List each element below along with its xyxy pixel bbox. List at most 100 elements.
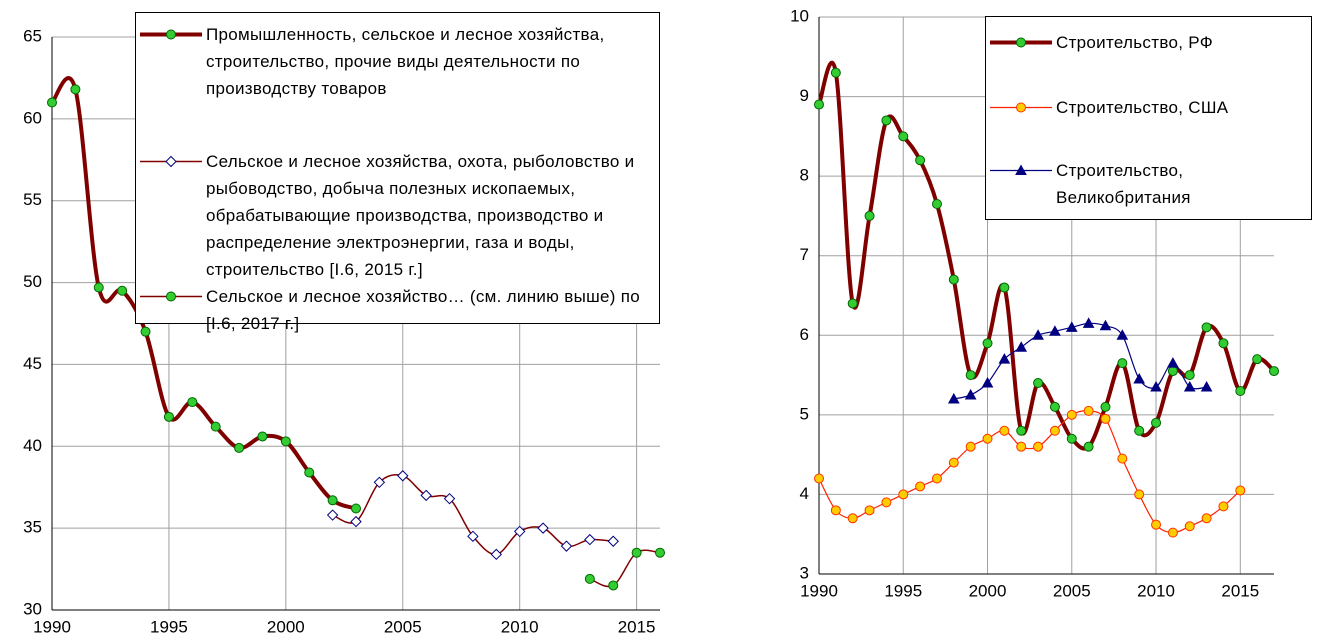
- series-line: [332, 474, 614, 556]
- marker: [165, 155, 177, 168]
- marker: [1049, 425, 1060, 436]
- x-tick-label: 1995: [150, 617, 188, 636]
- marker: [1083, 441, 1094, 452]
- marker: [898, 131, 909, 142]
- legend-label: Строительство, США: [1056, 98, 1229, 117]
- marker: [864, 210, 875, 221]
- marker: [1116, 329, 1129, 340]
- marker: [560, 540, 573, 552]
- x-tick-label: 2010: [501, 617, 539, 636]
- y-tick-label: 60: [23, 108, 42, 127]
- marker: [210, 421, 221, 432]
- marker: [117, 285, 128, 296]
- legend: Промышленность, сельское и лесное хозяйс…: [135, 12, 660, 333]
- marker: [830, 505, 841, 516]
- marker: [847, 298, 858, 309]
- legend: Строительство, РФ Строительство, США Строи…: [985, 16, 1312, 220]
- marker: [1200, 380, 1213, 392]
- marker: [420, 489, 432, 502]
- marker: [982, 338, 993, 349]
- marker: [1167, 357, 1179, 368]
- y-tick-label: 45: [23, 354, 42, 373]
- marker: [965, 441, 976, 452]
- marker: [881, 115, 892, 126]
- y-tick-label: 30: [23, 599, 42, 618]
- marker: [998, 353, 1011, 364]
- marker: [999, 425, 1010, 436]
- marker: [1049, 325, 1061, 336]
- y-tick-label: 35: [23, 518, 42, 537]
- legend-entry: Строительство, Великобритания: [986, 157, 1311, 211]
- series-line: [953, 322, 1207, 400]
- marker: [93, 282, 104, 293]
- marker: [948, 457, 959, 468]
- marker: [1100, 413, 1111, 424]
- marker: [257, 431, 268, 442]
- legend-entry: Строительство, США: [986, 94, 1311, 121]
- marker: [234, 442, 245, 453]
- marker: [965, 370, 976, 381]
- legend-label: Строительство, РФ: [1056, 33, 1213, 52]
- y-tick-label: 9: [800, 86, 809, 105]
- marker: [655, 547, 665, 558]
- marker: [490, 548, 503, 561]
- legend-label: Промышленность, сельское и лесное хозяйс…: [206, 25, 605, 98]
- marker: [397, 470, 409, 482]
- marker: [1016, 102, 1026, 113]
- marker: [915, 481, 926, 492]
- marker: [608, 580, 619, 591]
- marker: [467, 530, 479, 543]
- marker: [70, 84, 81, 95]
- marker: [1184, 370, 1195, 381]
- marker: [1150, 380, 1162, 392]
- marker: [1016, 441, 1027, 452]
- marker: [1218, 501, 1229, 512]
- marker: [931, 198, 942, 209]
- marker: [1184, 521, 1195, 532]
- marker: [1015, 164, 1027, 175]
- marker: [373, 476, 386, 489]
- marker: [166, 29, 176, 40]
- marker: [443, 492, 456, 505]
- marker: [1033, 441, 1044, 452]
- marker: [1235, 485, 1246, 496]
- marker: [1151, 519, 1162, 530]
- x-tick-label: 1995: [884, 581, 922, 600]
- x-tick-label: 2000: [969, 581, 1007, 600]
- marker: [1016, 425, 1027, 436]
- y-tick-label: 4: [800, 484, 809, 503]
- legend-swatch: [140, 291, 202, 302]
- y-tick-label: 50: [23, 272, 42, 291]
- marker: [982, 433, 993, 444]
- legend-entry: Сельское и лесное хозяйства, охота, рыбо…: [136, 148, 659, 283]
- marker: [351, 503, 361, 514]
- marker: [1066, 433, 1077, 444]
- marker: [166, 291, 176, 302]
- marker: [607, 535, 619, 547]
- x-tick-label: 2000: [267, 617, 305, 636]
- marker: [964, 388, 977, 400]
- marker: [947, 392, 960, 404]
- marker: [1066, 409, 1077, 420]
- marker: [1100, 401, 1111, 412]
- y-tick-label: 10: [790, 6, 809, 25]
- y-tick-label: 8: [800, 166, 809, 185]
- marker: [326, 509, 339, 521]
- marker: [1033, 378, 1044, 389]
- marker: [1016, 37, 1026, 48]
- marker: [513, 525, 526, 538]
- series-line: [589, 549, 661, 588]
- marker: [864, 505, 875, 516]
- y-tick-label: 65: [23, 26, 42, 45]
- legend-swatch: [140, 29, 202, 40]
- marker: [1235, 385, 1246, 396]
- x-tick-label: 2010: [1137, 581, 1175, 600]
- marker: [814, 99, 824, 110]
- marker: [187, 397, 198, 408]
- marker: [1083, 405, 1094, 416]
- marker: [304, 467, 315, 478]
- marker: [1015, 341, 1028, 352]
- x-tick-label: 2015: [618, 617, 656, 636]
- x-tick-label: 2005: [384, 617, 422, 636]
